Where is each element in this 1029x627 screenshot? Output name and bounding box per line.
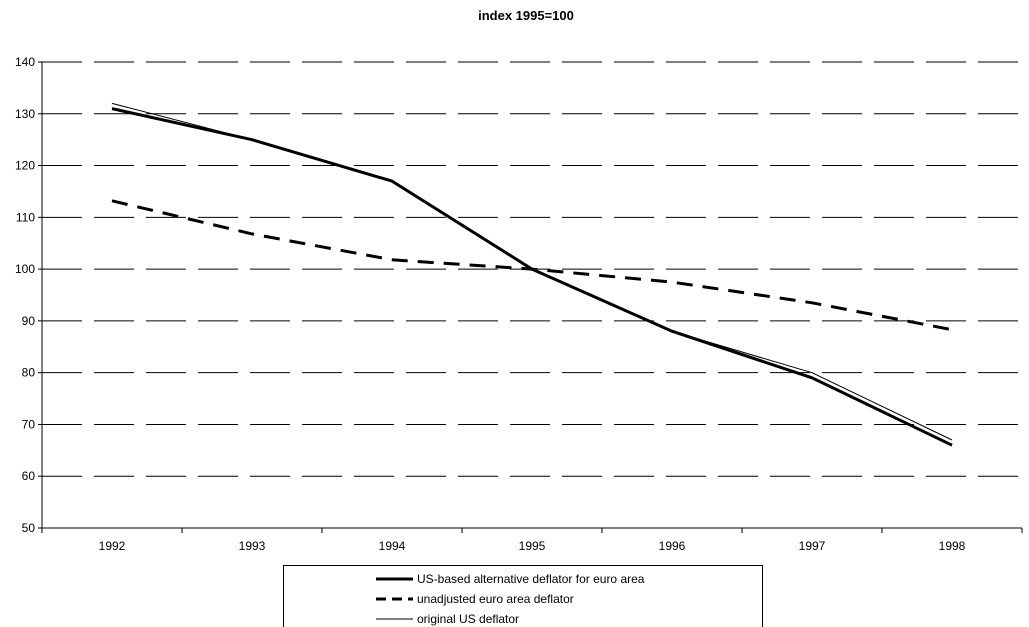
- legend-box: [283, 565, 763, 627]
- x-tick-label: 1992: [99, 539, 126, 553]
- x-tick-label: 1997: [799, 539, 826, 553]
- legend: US-based alternative deflator for euro a…: [283, 565, 763, 627]
- x-tick-label: 1996: [659, 539, 686, 553]
- series-line-3: [111, 102, 953, 441]
- x-tick-label: 1994: [379, 539, 406, 553]
- y-tick-label: 60: [22, 469, 36, 483]
- chart-title: index 1995=100: [478, 8, 574, 23]
- y-axis-ticks: 50 60 70 80 90 100 110 120 130 140: [15, 55, 42, 535]
- x-axis-ticks: 1992 1993 1994 1995 1996 1997 1998: [41, 528, 1023, 553]
- y-tick-label: 70: [22, 417, 36, 431]
- x-tick-label: 1995: [519, 539, 546, 553]
- series-line-2: [111, 199, 953, 332]
- y-tick-label: 90: [22, 314, 36, 328]
- axes: [41, 62, 1022, 529]
- y-tick-label: 130: [15, 107, 35, 121]
- x-tick-label: 1993: [239, 539, 266, 553]
- series-line-1: [111, 107, 953, 447]
- y-tick-label: 50: [22, 521, 36, 535]
- legend-label-2: unadjusted euro area deflator: [417, 592, 574, 606]
- x-tick-label: 1998: [939, 539, 966, 553]
- y-tick-label: 120: [15, 159, 35, 173]
- y-tick-label: 100: [15, 262, 35, 276]
- legend-label-3: original US deflator: [417, 612, 519, 626]
- series-lines: [111, 102, 953, 447]
- legend-label-1: US-based alternative deflator for euro a…: [417, 572, 645, 586]
- y-tick-label: 80: [22, 366, 36, 380]
- y-tick-label: 110: [16, 210, 35, 224]
- y-tick-label: 140: [15, 55, 35, 69]
